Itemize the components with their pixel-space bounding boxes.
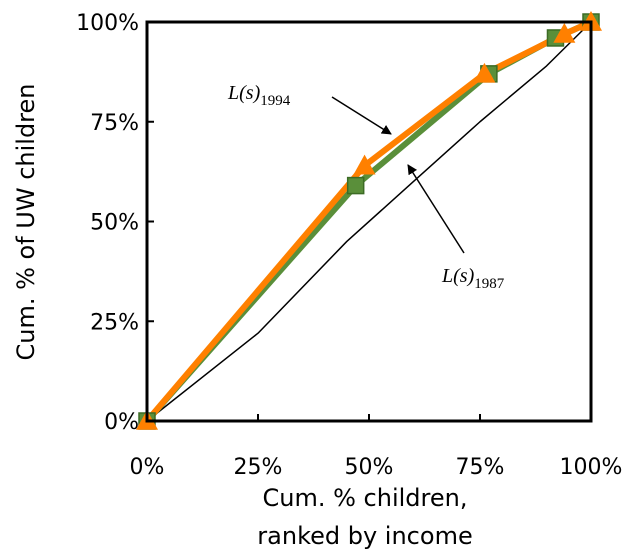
annotation-1987: L(s)1987 <box>407 164 505 292</box>
y-tick-label: 75% <box>90 111 139 136</box>
y-tick-label: 100% <box>76 11 139 36</box>
y-tick-label: 25% <box>90 310 139 335</box>
annotation-1994: L(s)1994 <box>227 82 392 135</box>
series-point <box>353 154 376 175</box>
series-layer <box>136 11 602 430</box>
x-tick-label: 25% <box>234 455 283 480</box>
series-point <box>553 22 576 43</box>
series-line-2 <box>146 21 592 422</box>
annotation-1987-arrow <box>407 164 465 254</box>
x-axis-title-line1: Cum. % children, <box>263 484 468 512</box>
x-tick-label: 75% <box>456 455 505 480</box>
y-axis: 0% 25% 50% 75% 100% <box>76 11 154 435</box>
x-tick-label: 100% <box>560 455 623 480</box>
annotation-1994-arrow <box>331 96 392 135</box>
x-tick-label: 0% <box>130 455 165 480</box>
y-tick-label: 0% <box>104 410 139 435</box>
x-axis-title-line2: ranked by income <box>257 522 472 550</box>
y-tick-label: 50% <box>90 211 139 236</box>
annotation-1987-label: L(s)1987 <box>441 265 505 292</box>
series-point <box>473 62 496 83</box>
x-tick-label: 50% <box>345 455 394 480</box>
x-axis: 0% 25% 50% 75% 100% <box>130 414 623 480</box>
y-axis-title: Cum. % of UW children <box>12 83 40 360</box>
annotation-1994-label: L(s)1994 <box>227 82 291 109</box>
series-point <box>346 176 365 195</box>
